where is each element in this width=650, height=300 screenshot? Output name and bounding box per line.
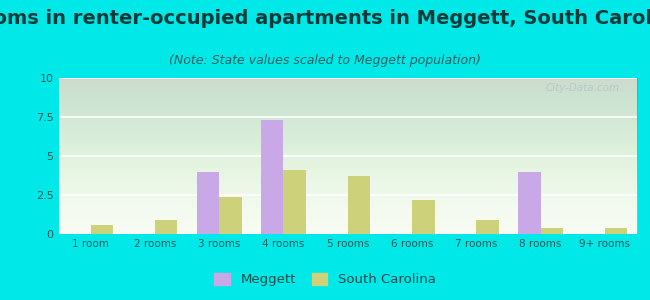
Bar: [197, 172, 219, 234]
Bar: [155, 220, 177, 234]
Bar: [261, 120, 283, 234]
Bar: [219, 196, 242, 234]
Legend: Meggett, South Carolina: Meggett, South Carolina: [210, 269, 440, 290]
Bar: [348, 176, 370, 234]
Text: City-Data.com: City-Data.com: [545, 83, 619, 93]
Text: (Note: State values scaled to Meggett population): (Note: State values scaled to Meggett po…: [169, 54, 481, 67]
Text: Rooms in renter-occupied apartments in Meggett, South Carolina: Rooms in renter-occupied apartments in M…: [0, 9, 650, 28]
Bar: [283, 170, 306, 234]
Bar: [518, 172, 541, 234]
Bar: [541, 228, 563, 234]
Bar: [412, 200, 434, 234]
Bar: [476, 220, 499, 234]
Bar: [605, 228, 627, 234]
Bar: [90, 225, 113, 234]
